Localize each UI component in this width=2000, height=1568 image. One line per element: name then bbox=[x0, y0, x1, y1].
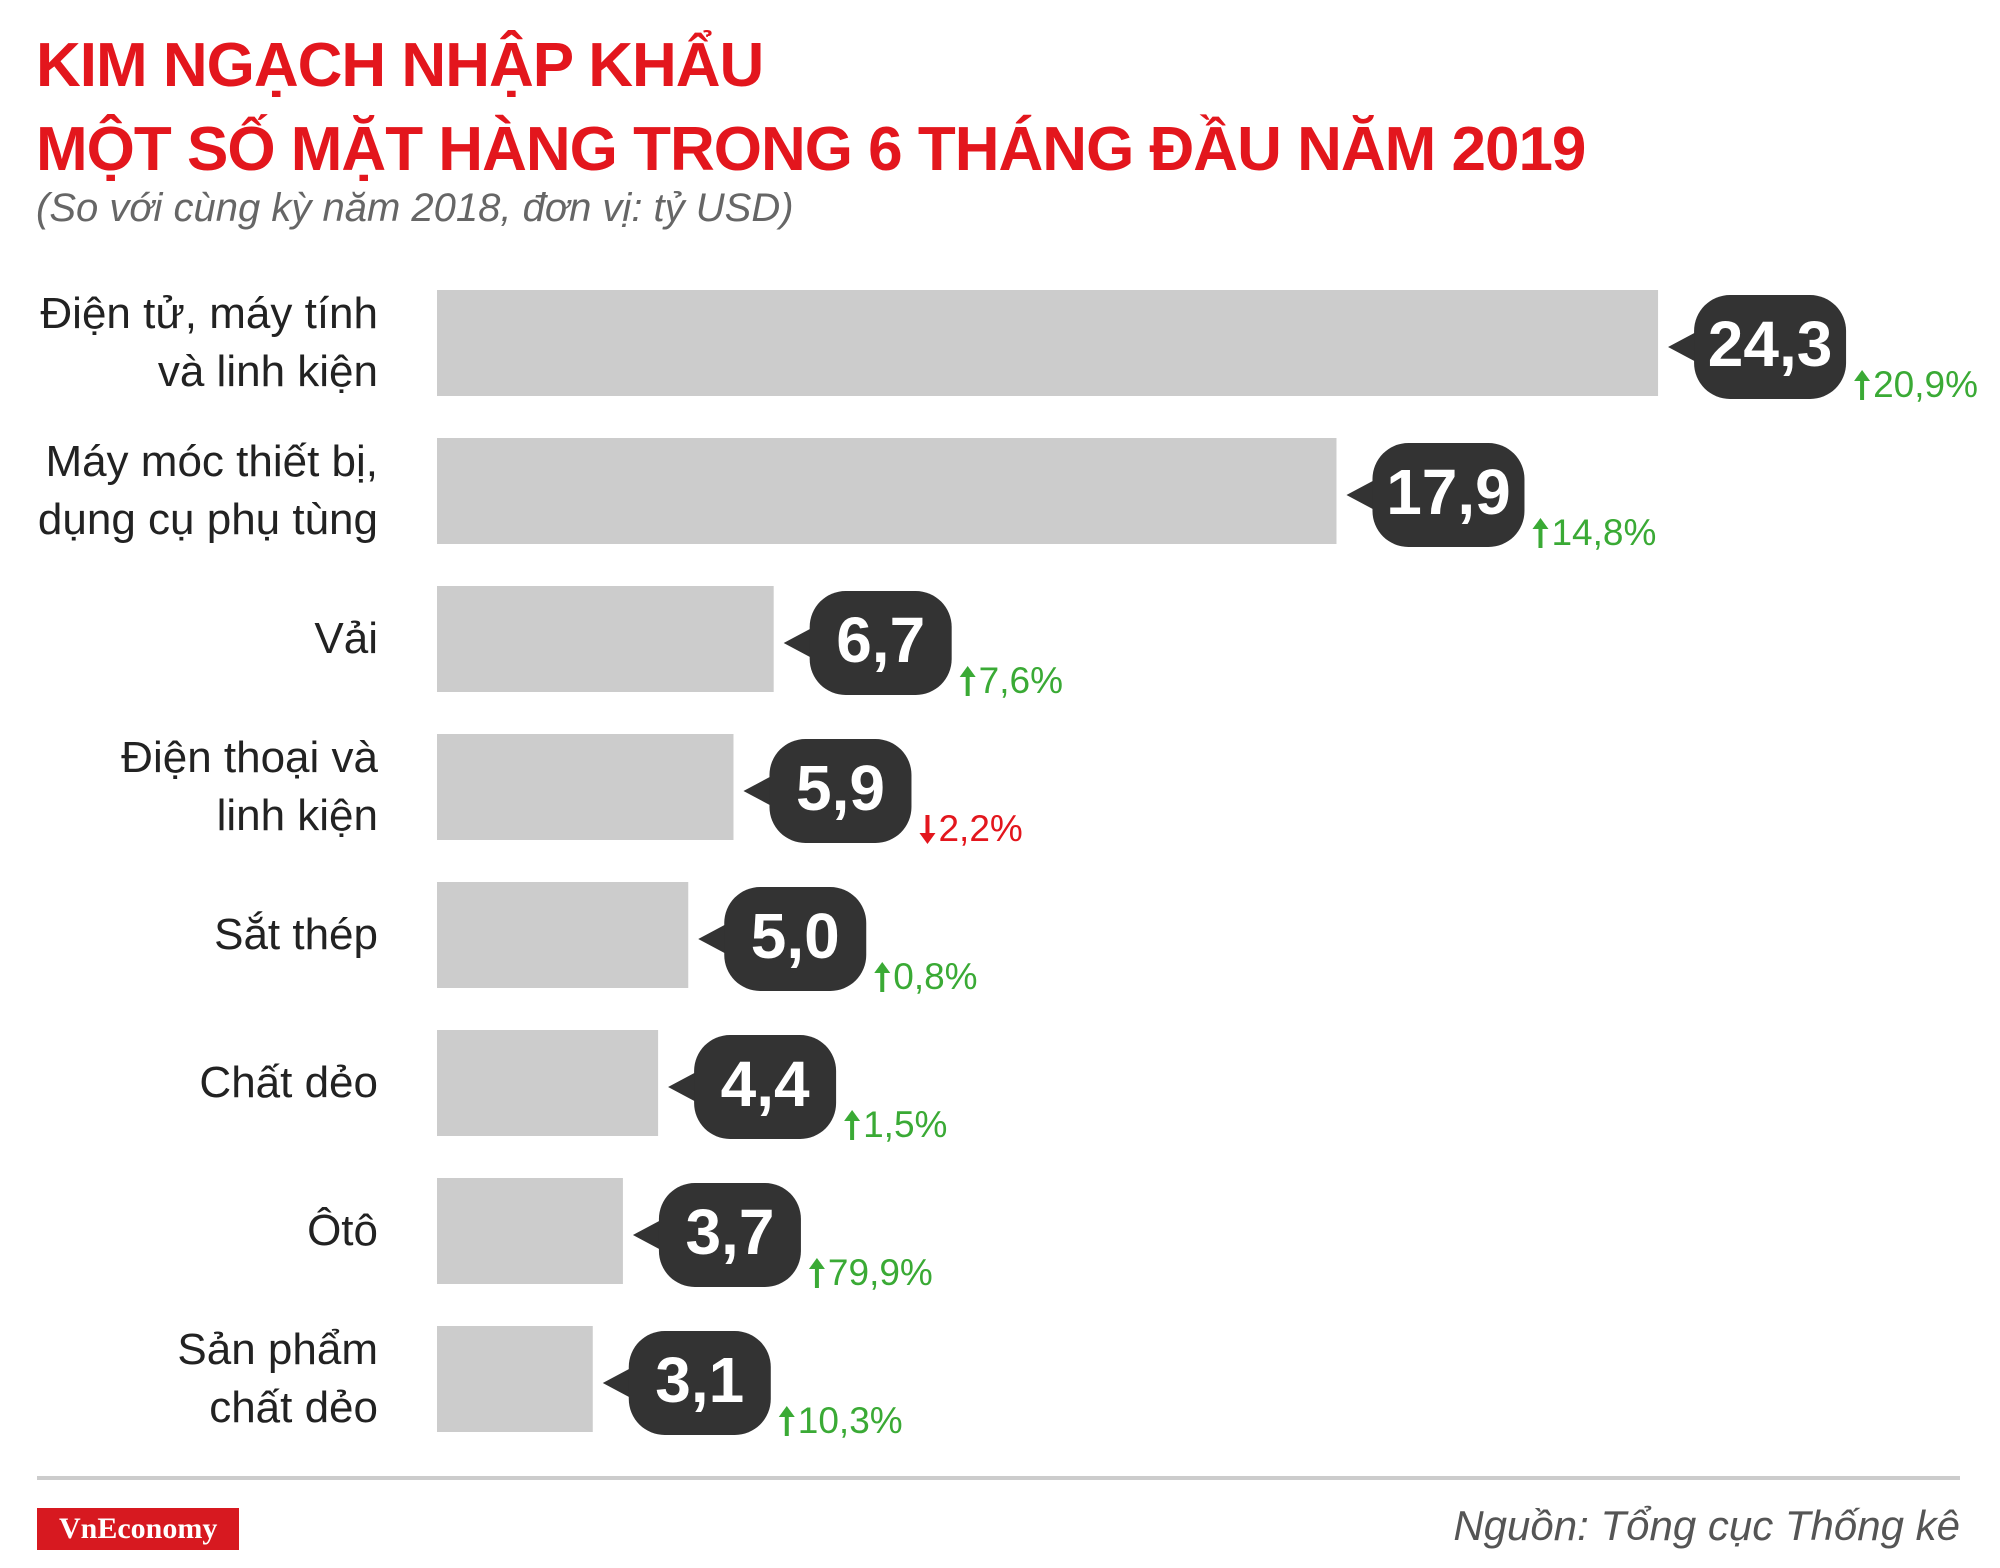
value-label: 4,4 bbox=[721, 1048, 810, 1120]
value-label: 3,1 bbox=[655, 1344, 744, 1416]
category-label: Ôtô bbox=[307, 1206, 378, 1255]
change-label: 14,8% bbox=[1551, 512, 1656, 553]
bar bbox=[437, 586, 774, 692]
label-bubble bbox=[769, 739, 912, 843]
change-arrow bbox=[1854, 370, 1871, 400]
category-label: Máy móc thiết bị, dụng cụ phụ tùng bbox=[37, 437, 378, 544]
label-bubble bbox=[1694, 295, 1847, 399]
change-arrow bbox=[1532, 518, 1549, 548]
category-label: Điện thoại và linh kiện bbox=[121, 733, 378, 840]
value-label: 5,9 bbox=[796, 752, 885, 824]
category-label: Sản phẩm chất dẻo bbox=[177, 1325, 378, 1432]
change-arrow bbox=[844, 1110, 861, 1140]
bar bbox=[437, 1326, 593, 1432]
value-label: 17,9 bbox=[1386, 456, 1511, 528]
label-pointer bbox=[698, 923, 729, 955]
label-pointer bbox=[1346, 479, 1377, 511]
category-label: Điện tử, máy tính và linh kiện bbox=[40, 289, 378, 396]
label-pointer bbox=[783, 627, 814, 659]
chart-title: KIM NGẠCH NHẬP KHẨU MỘT SỐ MẶT HÀNG TRON… bbox=[36, 31, 1586, 184]
change-label: 20,9% bbox=[1873, 364, 1978, 405]
label-pointer bbox=[632, 1219, 663, 1251]
source: Nguồn: Tổng cục Thống kê bbox=[1453, 1502, 1960, 1549]
bar bbox=[437, 734, 734, 840]
label-bubble bbox=[724, 887, 867, 991]
bar bbox=[437, 290, 1659, 396]
change-arrow bbox=[808, 1258, 825, 1288]
change-label: 10,3% bbox=[798, 1400, 903, 1441]
bar bbox=[437, 882, 689, 988]
category-label: Vải bbox=[314, 614, 378, 663]
change-label: 1,5% bbox=[863, 1104, 947, 1145]
change-label: 79,9% bbox=[828, 1252, 933, 1293]
label-pointer bbox=[668, 1071, 699, 1103]
change-label: 2,2% bbox=[938, 808, 1022, 849]
value-label: 6,7 bbox=[836, 604, 925, 676]
change-label: 7,6% bbox=[979, 660, 1063, 701]
logo: VnEconomy bbox=[37, 1508, 240, 1550]
value-label: 3,7 bbox=[685, 1196, 774, 1268]
change-label: 0,8% bbox=[893, 956, 977, 997]
bar bbox=[437, 438, 1337, 544]
label-bubble bbox=[1372, 443, 1525, 547]
change-arrow bbox=[919, 815, 936, 844]
label-bubble bbox=[658, 1183, 801, 1287]
category-label: Sắt thép bbox=[214, 910, 378, 959]
label-pointer bbox=[602, 1367, 633, 1399]
category-label: Chất dẻo bbox=[199, 1058, 378, 1107]
label-bubble bbox=[809, 591, 952, 695]
label-bubble bbox=[628, 1331, 771, 1435]
bar bbox=[437, 1178, 623, 1284]
value-label: 24,3 bbox=[1708, 308, 1833, 380]
change-arrow bbox=[874, 962, 891, 992]
label-pointer bbox=[1668, 331, 1699, 363]
chart-subtitle: (So với cùng kỳ năm 2018, đơn vị: tỷ USD… bbox=[36, 186, 794, 230]
change-arrow bbox=[959, 666, 976, 696]
label-pointer bbox=[743, 775, 774, 807]
value-label: 5,0 bbox=[751, 900, 840, 972]
label-bubble bbox=[694, 1035, 837, 1139]
change-arrow bbox=[778, 1406, 795, 1436]
bar bbox=[437, 1030, 659, 1136]
